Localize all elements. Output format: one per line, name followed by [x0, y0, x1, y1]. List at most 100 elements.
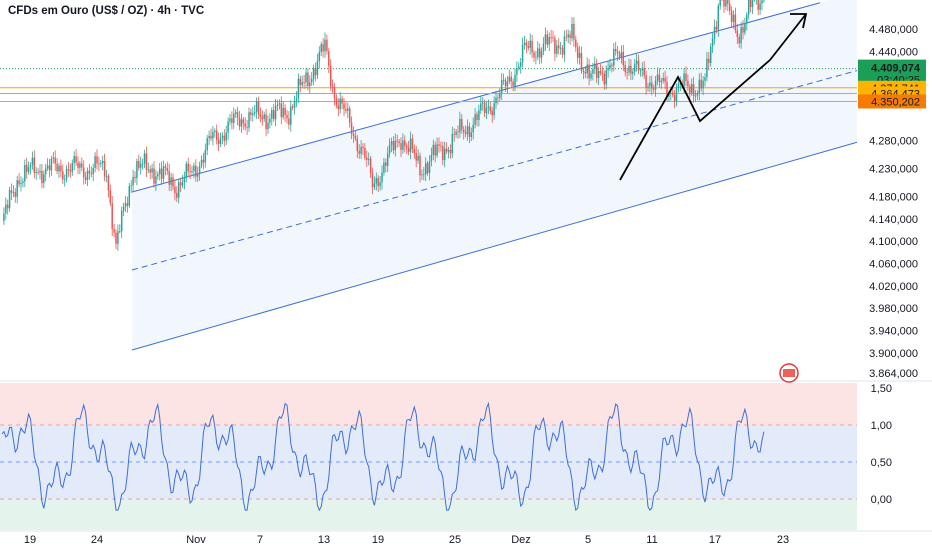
candle-body — [280, 103, 283, 118]
candle-body — [52, 157, 55, 159]
price-tick-label: 4.480,000 — [869, 24, 918, 36]
candle-body — [65, 169, 68, 180]
time-tick-label: 24 — [91, 534, 103, 546]
candle-body — [407, 147, 410, 152]
candle-body — [704, 77, 706, 81]
candle-body — [157, 174, 159, 177]
candle-body — [647, 86, 649, 88]
channel-middle-line[interactable] — [131, 70, 858, 271]
candle-body — [204, 150, 207, 163]
candle-body — [210, 135, 212, 139]
candle-body — [500, 80, 503, 93]
candle-body — [69, 170, 72, 172]
candle-body — [58, 165, 60, 172]
price-tick-label: 4.180,000 — [869, 192, 918, 204]
candle-body — [94, 156, 96, 169]
candle-body — [56, 163, 58, 172]
candle-body — [413, 148, 416, 153]
candle-body — [246, 126, 248, 128]
flag-stripes-icon — [783, 369, 795, 377]
candle-body — [303, 81, 305, 83]
candle-body — [219, 137, 222, 145]
candle-body — [29, 164, 32, 168]
candle-body — [696, 93, 699, 96]
candle-body — [595, 63, 598, 78]
candle-body — [679, 83, 682, 85]
candle-body — [485, 107, 488, 113]
level-price-tag[interactable] — [858, 94, 926, 109]
zigzag-annotation[interactable] — [619, 13, 808, 181]
candle-body — [98, 163, 100, 165]
candle-body — [576, 47, 579, 58]
candle-body — [559, 47, 562, 49]
candle-body — [746, 14, 748, 24]
zigzag-path[interactable] — [619, 59, 771, 181]
candle-body — [449, 149, 452, 154]
candle-body — [461, 118, 463, 130]
osc-overbought-zone — [0, 383, 857, 425]
candle-body — [314, 68, 317, 76]
candle-body — [253, 111, 256, 114]
candle-body — [506, 81, 509, 87]
candle-body — [221, 135, 224, 138]
candle-body — [27, 167, 30, 172]
candle-body — [685, 73, 687, 81]
osc-tick-label: 0,50 — [871, 457, 892, 469]
background-layer — [0, 380, 932, 532]
candle-body — [301, 81, 303, 86]
price-tick-label: 4.100,000 — [869, 236, 918, 248]
candle-body — [728, 3, 731, 11]
candle-body — [33, 157, 36, 173]
candle-body — [354, 135, 357, 139]
candle-body — [702, 80, 704, 89]
candle-body — [599, 71, 602, 74]
candle-body — [531, 40, 533, 53]
candle-body — [594, 63, 596, 70]
candle-body — [299, 78, 302, 86]
candle-body — [683, 73, 685, 87]
candle-body — [293, 101, 296, 108]
candle-body — [464, 132, 467, 135]
candle-body — [673, 94, 676, 102]
candle-body — [318, 52, 321, 62]
candle-body — [291, 106, 294, 108]
candle-body — [645, 75, 647, 88]
candle-body — [635, 60, 638, 65]
channel-lower-line[interactable] — [131, 141, 858, 351]
axes: 4.480,000 4.440,000 4.280,000 4.230,000 4.18… — [24, 24, 926, 546]
candle-body — [544, 34, 547, 44]
candle-body — [364, 147, 366, 158]
candle-body — [613, 49, 615, 66]
candle-body — [24, 164, 26, 182]
candle-body — [322, 44, 324, 52]
candle-body — [35, 171, 37, 173]
channel-upper-line[interactable] — [131, 2, 821, 193]
candle-body — [476, 114, 478, 121]
candle-body — [690, 84, 693, 93]
candle-body — [134, 176, 136, 179]
time-tick-label: 7 — [257, 534, 263, 546]
candle-body — [348, 108, 351, 123]
candle-body — [694, 95, 697, 97]
candle-body — [120, 210, 123, 232]
candle-body — [652, 88, 655, 90]
candle-body — [177, 182, 180, 198]
candle-body — [18, 180, 20, 185]
candle-body — [191, 171, 193, 173]
candle-body — [453, 133, 455, 135]
candle-body — [244, 123, 246, 127]
price-tick-label: 4.440,000 — [869, 46, 918, 58]
horizontal-levels[interactable] — [0, 68, 857, 102]
trend-channel[interactable] — [131, 0, 858, 351]
candle-body — [119, 231, 121, 232]
time-tick-label: 19 — [24, 534, 36, 546]
candle-body — [50, 158, 53, 171]
candle-body — [343, 103, 345, 110]
projection-arrow-line[interactable] — [769, 13, 807, 61]
osc-tick-label: 1,50 — [871, 383, 892, 395]
candle-body — [356, 138, 359, 151]
candle-body — [126, 203, 129, 206]
chart-title: CFDs em Ouro (US$ / OZ) · 4h · TVC — [8, 5, 205, 17]
candle-body — [149, 169, 151, 173]
